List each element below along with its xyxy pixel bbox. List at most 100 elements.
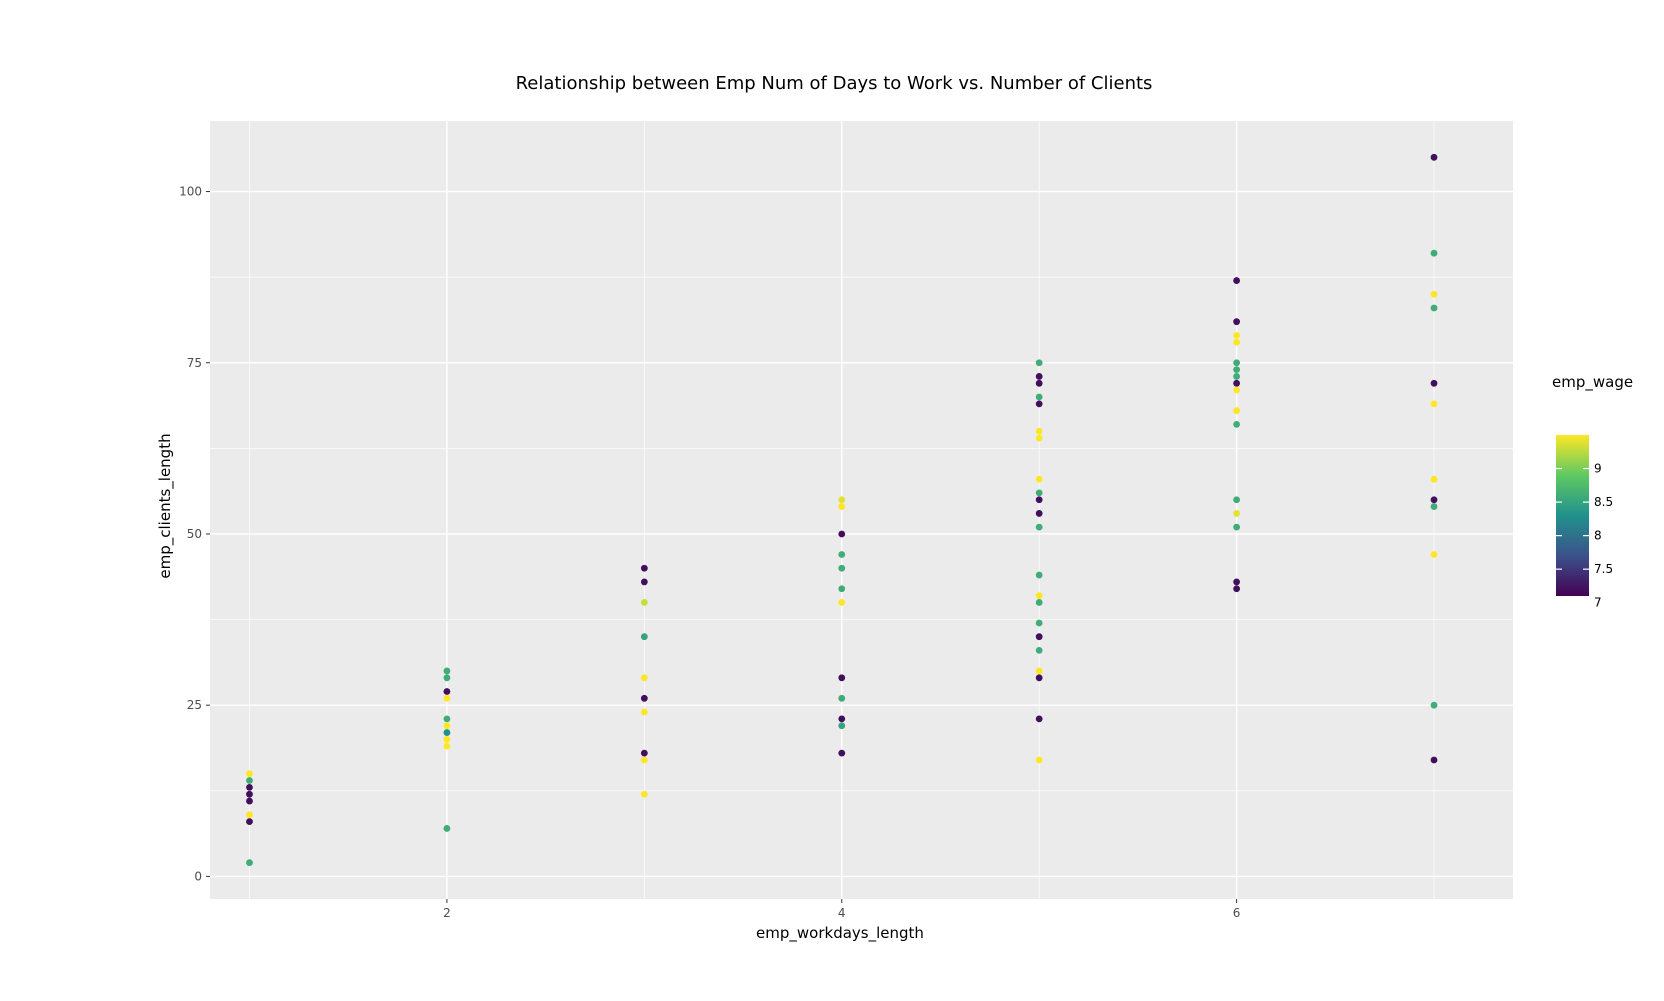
legend-tick-label: 8 — [1594, 529, 1602, 543]
scatter-point — [443, 667, 451, 675]
scatter-point — [1233, 510, 1241, 517]
axes: 0 25 50 75 100 2 4 6 — [179, 185, 1240, 920]
scatter-point — [838, 551, 846, 558]
scatter-point — [246, 797, 253, 805]
scatter-point — [1430, 503, 1438, 510]
scatter-point — [1035, 427, 1043, 435]
scatter-point — [1035, 523, 1043, 531]
legend-tick-label: 9 — [1594, 462, 1602, 476]
y-axis-label: emp_clients_length — [156, 433, 175, 578]
scatter-point — [1430, 701, 1438, 709]
scatter-point — [1035, 756, 1043, 764]
scatter-point — [443, 715, 451, 723]
chart-title: Relationship between Emp Num of Days to … — [516, 73, 1153, 94]
scatter-point — [443, 825, 451, 832]
scatter-point — [1233, 578, 1241, 586]
scatter-points — [246, 153, 1438, 867]
scatter-point — [1430, 756, 1438, 764]
scatter-point — [640, 790, 648, 798]
scatter-point — [443, 688, 451, 695]
scatter-point — [246, 783, 253, 791]
scatter-point — [443, 736, 451, 743]
scatter-point — [443, 722, 451, 730]
scatter-point — [838, 722, 846, 730]
scatter-point — [443, 742, 451, 750]
scatter-point — [1035, 674, 1043, 682]
scatter-point — [1233, 277, 1241, 284]
scatter-point — [640, 599, 648, 606]
x-tick-label: 2 — [443, 906, 451, 920]
scatter-point — [1430, 400, 1438, 408]
scatter-point — [1233, 420, 1241, 428]
scatter-point — [640, 578, 648, 586]
scatter-point — [1233, 523, 1241, 531]
scatter-point — [838, 496, 846, 504]
scatter-point — [1233, 318, 1241, 326]
scatter-point — [640, 749, 648, 757]
scatter-point — [246, 859, 253, 867]
legend-tick-label: 8.5 — [1594, 495, 1613, 509]
scatter-point — [1035, 489, 1043, 497]
scatter-point — [1233, 386, 1241, 394]
scatter-point — [1035, 667, 1043, 675]
scatter-point — [640, 564, 648, 572]
scatter-point — [1035, 434, 1043, 442]
scatter-point — [1035, 400, 1043, 408]
legend-tick-label: 7.5 — [1594, 562, 1613, 576]
scatter-point — [1035, 379, 1043, 387]
legend-title: emp_wage — [1552, 373, 1634, 391]
scatter-point — [1430, 551, 1438, 558]
colorbar — [1556, 435, 1589, 596]
scatter-point — [246, 790, 253, 798]
y-tick-label: 25 — [187, 698, 202, 712]
scatter-point — [838, 503, 846, 510]
scatter-point — [246, 770, 253, 778]
y-tick-label: 100 — [179, 185, 202, 199]
scatter-point — [1233, 496, 1241, 504]
scatter-point — [1430, 475, 1438, 483]
scatter-point — [1233, 359, 1241, 367]
scatter-point — [246, 777, 253, 784]
scatter-point — [640, 633, 648, 641]
scatter-point — [1233, 338, 1241, 346]
scatter-point — [1430, 249, 1438, 257]
x-axis-label: emp_workdays_length — [756, 924, 924, 943]
scatter-point — [1233, 331, 1241, 339]
scatter-point — [1035, 592, 1043, 600]
scatter-point — [1430, 304, 1438, 312]
x-tick-label: 4 — [838, 906, 846, 920]
scatter-point — [1035, 510, 1043, 517]
scatter-point — [838, 564, 846, 572]
scatter-point — [1233, 407, 1241, 415]
scatter-point — [1035, 599, 1043, 606]
scatter-point — [443, 694, 451, 702]
x-tick-label: 6 — [1233, 906, 1241, 920]
legend-tick-label: 7 — [1594, 596, 1602, 610]
scatter-point — [1430, 290, 1438, 298]
scatter-point — [1430, 379, 1438, 387]
y-tick-label: 0 — [194, 869, 202, 883]
scatter-point — [838, 599, 846, 606]
scatter-point — [838, 530, 846, 538]
scatter-point — [1233, 379, 1241, 387]
scatter-point — [838, 694, 846, 702]
scatter-point — [1035, 646, 1043, 654]
scatter-point — [838, 585, 846, 593]
scatter-point — [1035, 496, 1043, 504]
scatter-point — [1233, 366, 1241, 374]
scatter-point — [1430, 496, 1438, 504]
color-legend: 9 8.5 8 7.5 7 — [1556, 435, 1613, 610]
plot-panel — [210, 121, 1513, 899]
scatter-point — [1035, 475, 1043, 483]
scatter-point — [1035, 373, 1043, 380]
scatter-point — [640, 708, 648, 716]
scatter-point — [1035, 633, 1043, 641]
scatter-point — [838, 749, 846, 757]
scatter-point — [1035, 715, 1043, 723]
scatter-point — [1035, 571, 1043, 579]
scatter-point — [246, 818, 253, 826]
grid-lines — [210, 121, 1513, 899]
scatter-point — [1035, 359, 1043, 367]
y-tick-label: 50 — [187, 527, 202, 541]
